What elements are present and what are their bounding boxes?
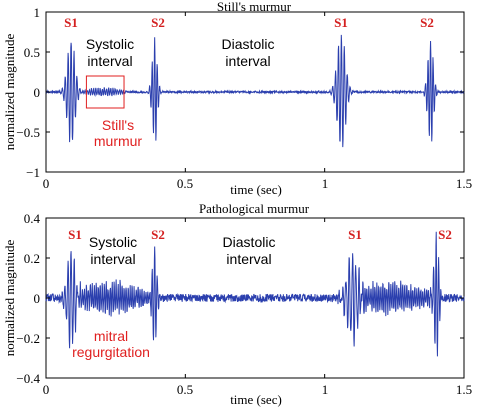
murmur-label: mitral — [94, 328, 128, 344]
x-tick-label: 1.5 — [456, 176, 472, 191]
x-tick-label: 0 — [43, 176, 50, 191]
murmur-label: regurgitation — [72, 344, 150, 360]
x-tick-label: 1 — [322, 382, 329, 397]
systolic-interval-label: interval — [87, 53, 132, 69]
murmur-label: Still's — [102, 117, 134, 133]
signal-line — [45, 34, 465, 148]
y-tick-label: 0.5 — [24, 45, 40, 60]
x-tick-label: 1.5 — [456, 382, 472, 397]
systolic-interval-label: Systolic — [86, 36, 134, 52]
y-axis-label: normalized magnitude — [2, 239, 17, 356]
event-label-s1: S1 — [68, 227, 82, 242]
panel-stills: Still's murmur normalized magnitude time… — [2, 0, 472, 197]
y-tick-label: −0.2 — [16, 331, 40, 346]
x-tick-label: 0.5 — [177, 176, 193, 191]
x-tick-label: 0 — [43, 382, 50, 397]
tick-marks — [45, 217, 465, 379]
x-tick-label: 0.5 — [177, 382, 193, 397]
y-tick-label: −0.5 — [16, 125, 40, 140]
event-label-s1: S1 — [348, 227, 362, 242]
y-tick-label: 0 — [34, 85, 41, 100]
diastolic-interval-label: interval — [225, 53, 270, 69]
y-tick-label: 1 — [34, 5, 41, 20]
x-axis-label: time (sec) — [230, 392, 282, 407]
y-tick-label: 0.4 — [24, 211, 41, 226]
event-label-s1: S1 — [64, 15, 78, 30]
y-tick-label: −1 — [26, 165, 40, 180]
systolic-interval-label: Systolic — [89, 234, 137, 250]
event-label-s2: S2 — [151, 227, 165, 242]
diastolic-interval-label: Diastolic — [222, 36, 275, 52]
murmur-highlight-box — [85, 75, 125, 109]
event-label-s2: S2 — [420, 15, 434, 30]
diastolic-interval-label: Diastolic — [223, 234, 276, 250]
event-label-s2: S2 — [151, 15, 165, 30]
y-tick-label: 0.2 — [24, 251, 40, 266]
systolic-interval-label: interval — [90, 251, 135, 267]
y-tick-label: −0.4 — [16, 371, 40, 386]
chart-title: Pathological murmur — [199, 201, 310, 216]
tick-marks — [45, 11, 465, 173]
murmur-label: murmur — [94, 133, 143, 149]
event-label-s1: S1 — [334, 15, 348, 30]
x-axis-label: time (sec) — [230, 182, 282, 197]
chart-title: Still's murmur — [217, 0, 292, 14]
signal-line — [45, 231, 465, 357]
diastolic-interval-label: interval — [226, 251, 271, 267]
y-axis-label: normalized magnitude — [2, 33, 17, 150]
panel-pathological: Pathological murmur normalized magnitude… — [2, 201, 472, 407]
event-label-s2: S2 — [438, 227, 452, 242]
y-tick-label: 0 — [34, 291, 41, 306]
x-tick-label: 1 — [322, 176, 329, 191]
